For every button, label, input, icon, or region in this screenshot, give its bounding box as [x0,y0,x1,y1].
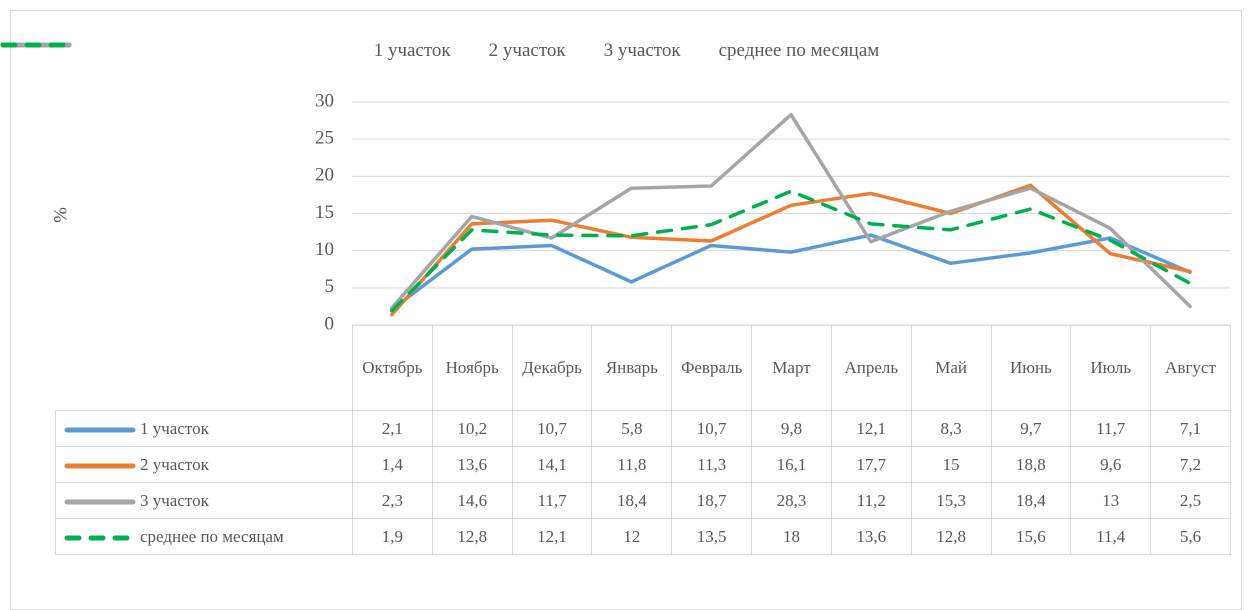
row-label: 3 участок [55,482,353,519]
category-label: Февраль [671,325,753,411]
table-value: 9,6 [1070,446,1152,483]
table-value: 13,6 [431,446,513,483]
table-value: 16,1 [751,446,832,483]
legend-item: 2 участок [0,40,566,62]
table-row: среднее по месяцам 1,9 12,8 12,1 12 13,5 18 13,… [55,518,1231,555]
table-corner [55,325,353,411]
table-value: 18,8 [990,446,1072,483]
legend-item: среднее по месяцам [0,40,880,62]
row-label-text: среднее по месяцам [140,526,284,546]
row-label: 2 участок [55,446,353,483]
legend-label: 1 участок [373,40,451,61]
table-value: 11,8 [591,446,673,483]
table-value: 10,7 [671,410,753,447]
row-label-text: 1 участок [140,418,209,438]
table-value: 11,2 [830,482,912,519]
table-value: 12,8 [431,518,513,555]
table-value: 18,4 [990,482,1072,519]
y-tick-label: 25 [315,128,334,149]
legend-label: среднее по месяцам [718,40,880,61]
table-value: 1,9 [352,518,433,555]
table-value: 2,3 [352,482,433,519]
table-value: 18,7 [671,482,753,519]
table-value: 13,6 [830,518,912,555]
legend-swatch [64,535,136,541]
table-value: 12 [591,518,673,555]
category-label: Март [751,325,832,411]
table-value: 2,5 [1150,482,1231,519]
row-label-text: 3 участок [140,490,209,510]
table-value: 10,7 [511,410,593,447]
table-value: 18,4 [591,482,673,519]
legend-swatch [64,427,136,433]
table-value: 15 [910,446,992,483]
series-line [390,183,1192,317]
chart: % 0 5 10 15 20 25 30 [50,90,1230,334]
data-table: Октябрь Ноябрь Декабрь Январь Февраль Март Апр… [55,325,1231,555]
table-value: 14,6 [431,482,513,519]
series-line [390,233,1192,312]
y-axis-label: % [50,207,71,223]
y-tick-label: 20 [315,165,334,186]
table-value: 11,7 [1070,410,1152,447]
table-value: 17,7 [830,446,912,483]
table-value: 9,8 [751,410,832,447]
table-value: 11,4 [1070,518,1152,555]
table-value: 1,4 [352,446,433,483]
legend-item: 1 участок [0,40,451,62]
category-label: Июнь [990,325,1072,411]
row-label-text: 2 участок [140,454,209,474]
legend-item: 3 участок [0,40,681,62]
legend-label: 2 участок [488,40,566,61]
category-label: Октябрь [352,325,433,411]
category-label: Ноябрь [431,325,513,411]
table-header-row: Октябрь Ноябрь Декабрь Январь Февраль Март Апр… [55,325,1231,411]
table-value: 9,7 [990,410,1072,447]
table-value: 5,6 [1150,518,1231,555]
series-line [390,112,1192,310]
table-value: 2,1 [352,410,433,447]
table-value: 12,1 [511,518,593,555]
table-value: 10,2 [431,410,513,447]
category-label: Апрель [830,325,912,411]
legend-swatch [64,499,136,505]
legend-label: 3 участок [603,40,681,61]
category-label: Июль [1070,325,1152,411]
table-row: 1 участок 2,1 10,2 10,7 5,8 10,7 9,8 12,1 8,3 9,7… [55,410,1231,447]
table-value: 13,5 [671,518,753,555]
series-line [390,189,1192,313]
table-value: 5,8 [591,410,673,447]
legend-swatch [64,463,136,469]
table-value: 12,8 [910,518,992,555]
table-value: 18 [751,518,832,555]
table-value: 28,3 [751,482,832,519]
category-label: Август [1150,325,1231,411]
legend-swatch [0,42,72,48]
table-value: 7,1 [1150,410,1231,447]
table-value: 14,1 [511,446,593,483]
y-tick-label: 10 [315,239,334,260]
y-tick-label: 5 [325,276,335,297]
y-tick-label: 0 [325,313,335,334]
table-row: 3 участок 2,3 14,6 11,7 18,4 18,7 28,3 11,2 15,3… [55,482,1231,519]
table-value: 11,3 [671,446,753,483]
category-label: Май [910,325,992,411]
row-label: 1 участок [55,410,353,447]
table-value: 7,2 [1150,446,1231,483]
y-tick-label: 15 [315,202,334,223]
category-label: Декабрь [511,325,593,411]
table-row: 2 участок 1,4 13,6 14,1 11,8 11,3 16,1 17,7 15 18… [55,446,1231,483]
legend: 1 участок 2 участок 3 участок среднее по ме… [0,40,1253,62]
row-label: среднее по месяцам [55,518,353,555]
y-tick-label: 30 [315,90,334,111]
table-value: 11,7 [511,482,593,519]
table-value: 12,1 [830,410,912,447]
table-value: 15,3 [910,482,992,519]
page: % 0 5 10 15 20 25 30 1 участок 2 участок 3 участ… [0,10,1253,610]
table-value: 13 [1070,482,1152,519]
table-value: 15,6 [990,518,1072,555]
table-value: 8,3 [910,410,992,447]
category-label: Январь [591,325,673,411]
